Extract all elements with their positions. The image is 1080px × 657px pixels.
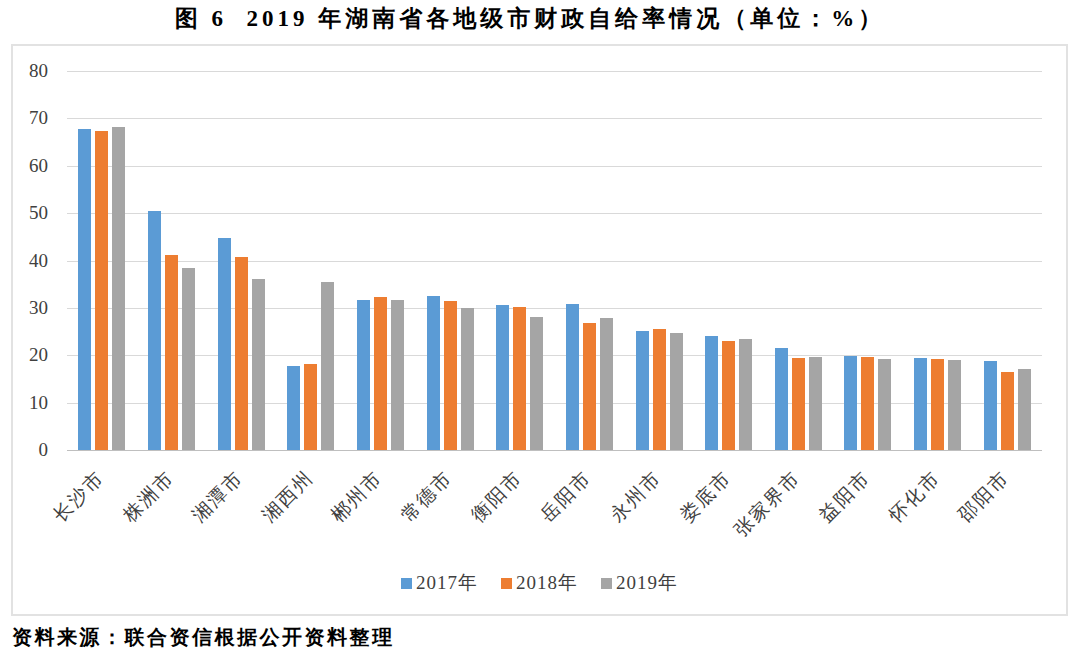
bar-2019年-湘潭市 [252, 279, 265, 451]
y-gridline [67, 166, 1042, 167]
bar-2017年-湘西州 [287, 366, 300, 450]
y-axis-tick-label: 0 [10, 440, 48, 460]
bar-2019年-怀化市 [948, 360, 961, 451]
y-gridline [67, 403, 1042, 404]
bar-2018年-常德市 [444, 301, 457, 450]
y-gridline [67, 71, 1042, 72]
legend-swatch [601, 578, 612, 589]
x-axis-tick-label: 永州市 [604, 465, 667, 528]
bar-2018年-湘潭市 [235, 257, 248, 450]
x-axis-tick-label: 常德市 [395, 465, 458, 528]
x-axis-line [67, 450, 1042, 451]
x-axis-tick-label: 株洲市 [117, 465, 180, 528]
bar-2018年-娄底市 [722, 341, 735, 450]
legend-label: 2018年 [516, 570, 578, 596]
bar-2017年-衡阳市 [496, 305, 509, 450]
bar-2019年-衡阳市 [530, 317, 543, 450]
y-axis-tick-label: 80 [10, 61, 48, 81]
bar-2017年-湘潭市 [218, 238, 231, 450]
bar-2017年-常德市 [427, 296, 440, 450]
source-note: 资料来源：联合资信根据公开资料整理 [12, 624, 395, 651]
legend-swatch [401, 578, 412, 589]
x-axis-tick-label: 湘潭市 [187, 465, 250, 528]
x-axis-tick-label: 湘西州 [256, 465, 319, 528]
legend-swatch [501, 578, 512, 589]
x-axis-tick-label: 岳阳市 [535, 465, 598, 528]
bar-2019年-益阳市 [878, 359, 891, 450]
bar-2017年-邵阳市 [984, 361, 997, 451]
x-axis-tick-label: 衡阳市 [465, 465, 528, 528]
bar-2018年-郴州市 [374, 297, 387, 450]
x-axis-tick-label: 益阳市 [813, 465, 876, 528]
bar-2018年-张家界市 [792, 358, 805, 450]
legend-item-2017年: 2017年 [401, 570, 478, 596]
y-axis-tick-label: 30 [10, 298, 48, 318]
y-gridline [67, 308, 1042, 309]
x-axis-tick-label: 怀化市 [883, 465, 946, 528]
bar-2018年-怀化市 [931, 359, 944, 450]
bar-2019年-郴州市 [391, 300, 404, 450]
bar-2018年-永州市 [653, 329, 666, 450]
legend-item-2019年: 2019年 [601, 570, 678, 596]
bar-2018年-邵阳市 [1001, 372, 1014, 450]
x-axis-tick-label: 张家界市 [729, 465, 807, 543]
bar-2018年-株洲市 [165, 255, 178, 450]
bar-2017年-娄底市 [705, 336, 718, 450]
y-axis-tick-label: 40 [10, 251, 48, 271]
y-axis-tick-label: 70 [10, 108, 48, 128]
bar-2019年-常德市 [461, 308, 474, 450]
bar-2019年-永州市 [670, 333, 683, 451]
legend: 2017年 2018年 2019年 [13, 570, 1066, 596]
bar-2018年-岳阳市 [583, 323, 596, 450]
bar-2019年-娄底市 [739, 339, 752, 450]
legend-item-2018年: 2018年 [501, 570, 578, 596]
bar-2017年-永州市 [636, 331, 649, 450]
bar-2019年-株洲市 [182, 268, 195, 450]
bar-2018年-长沙市 [95, 131, 108, 450]
x-axis-tick-label: 长沙市 [47, 465, 110, 528]
bar-2017年-长沙市 [78, 129, 91, 450]
legend-label: 2017年 [416, 570, 478, 596]
y-axis-tick-label: 50 [10, 203, 48, 223]
y-axis-tick-label: 10 [10, 393, 48, 413]
x-axis-tick-label: 邵阳市 [953, 465, 1016, 528]
bar-2019年-湘西州 [321, 282, 334, 450]
bar-2019年-长沙市 [112, 127, 125, 450]
bar-2019年-岳阳市 [600, 318, 613, 450]
y-axis-tick-label: 20 [10, 345, 48, 365]
x-axis-tick-label: 郴州市 [326, 465, 389, 528]
bar-2017年-怀化市 [914, 358, 927, 450]
bar-2018年-益阳市 [861, 357, 874, 450]
y-gridline [67, 213, 1042, 214]
y-gridline [67, 118, 1042, 119]
bar-2018年-衡阳市 [513, 307, 526, 450]
y-axis-tick-label: 60 [10, 156, 48, 176]
y-gridline [67, 261, 1042, 262]
bar-2017年-株洲市 [148, 211, 161, 450]
bar-2017年-郴州市 [357, 300, 370, 450]
bar-2019年-张家界市 [809, 357, 822, 450]
legend-label: 2019年 [616, 570, 678, 596]
x-axis-tick-label: 娄底市 [674, 465, 737, 528]
y-gridline [67, 355, 1042, 356]
chart-frame: 2017年2018年2019年 01020304050607080长沙市株洲市湘… [11, 44, 1068, 616]
bar-2018年-湘西州 [304, 364, 317, 450]
bar-2017年-岳阳市 [566, 304, 579, 450]
bar-2017年-张家界市 [775, 348, 788, 450]
chart-title: 图 6 2019 年湖南省各地级市财政自给率情况（单位：%） [0, 3, 1060, 34]
bar-2017年-益阳市 [844, 356, 857, 450]
bar-2019年-邵阳市 [1018, 369, 1031, 450]
